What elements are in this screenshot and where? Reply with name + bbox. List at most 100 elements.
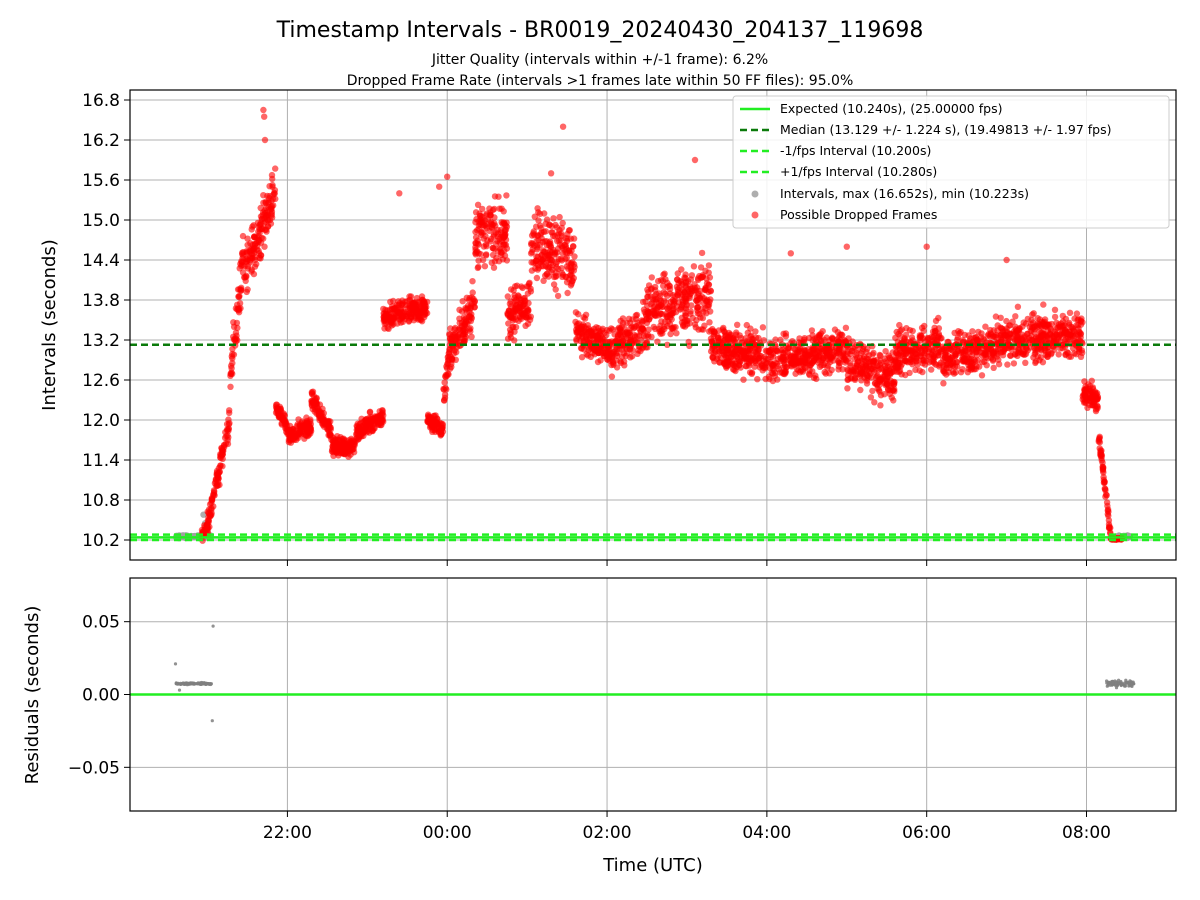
dropped-frame-point (371, 425, 378, 432)
dropped-frame-point (250, 222, 257, 229)
dropped-frame-point (296, 423, 303, 430)
dropped-frame-point (717, 335, 724, 342)
dropped-frame-point (527, 285, 534, 292)
dropped-frame-point (487, 211, 494, 219)
dropped-frame-point (699, 314, 706, 322)
dropped-frame-point (550, 215, 557, 222)
dropped-frame-point (685, 338, 692, 346)
dropped-frame-point (1046, 330, 1054, 337)
dropped-frame-point (645, 326, 652, 333)
dropped-frame-point (511, 328, 518, 335)
legend-expected: Expected (10.240s), (25.00000 fps) (780, 101, 1002, 116)
dropped-frame-point (716, 359, 723, 366)
dropped-frame-point (503, 192, 510, 199)
dropped-frame-point (467, 325, 474, 332)
dropped-frame-point (244, 286, 251, 293)
dropped-frame-point (505, 307, 513, 314)
dropped-frame-point (1044, 335, 1051, 343)
dropped-frame-point (247, 257, 254, 264)
dropped-frame-point (851, 376, 859, 383)
dropped-frame-point (802, 358, 809, 365)
dropped-frame-point (538, 257, 546, 264)
dropped-frame-point (1041, 318, 1048, 325)
dropped-frame-point (1031, 350, 1039, 358)
dropped-frame-point (792, 370, 799, 377)
dropped-frame-point (1014, 333, 1021, 340)
dropped-frame-point (570, 261, 578, 268)
dropped-frame-point (882, 358, 890, 365)
dropped-frame-point (1048, 320, 1055, 328)
dropped-frame-point (877, 392, 885, 399)
dropped-frame-point (511, 294, 518, 302)
y-tick-label: 0.00 (82, 686, 120, 706)
dropped-frame-point (752, 334, 760, 341)
dropped-frame-point (578, 354, 586, 361)
dropped-frame-point (865, 373, 872, 380)
dropped-frame-point (831, 326, 839, 333)
dropped-frame-point (253, 246, 261, 253)
dropped-frame-point (625, 315, 633, 322)
dropped-frame-point (356, 433, 363, 440)
dropped-frame-point (859, 370, 866, 377)
dropped-frame-point (396, 300, 403, 307)
dropped-frame-point (960, 348, 967, 356)
dropped-frame-point (1095, 437, 1103, 444)
dropped-frame-point (534, 253, 542, 260)
dropped-frame-point (679, 280, 686, 288)
dropped-frame-point (723, 364, 730, 371)
dropped-frame-point (1103, 492, 1110, 499)
dropped-frame-point (542, 228, 549, 235)
dropped-frame-point (293, 436, 300, 443)
dropped-frame-point (511, 313, 519, 321)
y-tick-label: 13.8 (82, 291, 120, 311)
chart-subtitle-dropped: Dropped Frame Rate (intervals >1 frames … (347, 73, 854, 89)
dropped-frame-point (559, 123, 567, 130)
dropped-frame-point (760, 364, 767, 372)
dropped-frame-point (224, 437, 231, 444)
dropped-frame-point (688, 302, 695, 309)
interval-point (1117, 682, 1121, 686)
dropped-frame-point (1010, 360, 1018, 367)
dropped-frame-point (232, 329, 240, 336)
interval-point (186, 681, 190, 686)
dropped-frame-point (923, 243, 930, 250)
dropped-frame-point (682, 309, 689, 316)
dropped-frame-point (336, 438, 343, 445)
dropped-frame-point (225, 421, 233, 428)
dropped-frame-point (568, 266, 575, 274)
dropped-frame-point (564, 289, 571, 297)
dropped-frame-point (727, 332, 734, 339)
dropped-frame-point (935, 351, 942, 358)
dropped-frame-point (1051, 313, 1059, 321)
dropped-frame-point (563, 254, 570, 262)
dropped-frame-point (826, 370, 833, 377)
dropped-frame-point (994, 327, 1001, 334)
dropped-frame-point (1066, 309, 1074, 316)
dropped-frame-point (524, 290, 532, 297)
dropped-frame-point (716, 348, 723, 355)
chart-title: Timestamp Intervals - BR0019_20240430_20… (276, 18, 924, 43)
dropped-frame-point (1084, 404, 1091, 411)
dropped-frame-point (555, 265, 562, 273)
dropped-frame-point (871, 399, 878, 406)
dropped-frame-point (1055, 351, 1062, 358)
dropped-frame-point (257, 252, 265, 259)
dropped-frame-point (844, 350, 851, 357)
dropped-frame-point (691, 156, 699, 164)
dropped-frame-point (869, 387, 876, 395)
dropped-frame-point (588, 332, 595, 339)
dropped-frame-point (593, 324, 600, 331)
dropped-frame-point (474, 201, 482, 208)
dropped-frame-point (722, 352, 730, 359)
dropped-frame-point (278, 421, 285, 428)
dropped-frame-point (811, 353, 819, 360)
dropped-frame-point (488, 220, 495, 227)
dropped-frame-point (210, 487, 218, 494)
chart-subtitle-jitter: Jitter Quality (intervals within +/-1 fr… (431, 52, 768, 68)
dropped-frame-point (629, 323, 636, 330)
dropped-frame-point (694, 310, 701, 317)
dropped-frame-point (934, 333, 942, 340)
dropped-frame-point (268, 205, 275, 212)
dropped-frame-point (1033, 344, 1040, 352)
dropped-frame-point (454, 335, 461, 342)
